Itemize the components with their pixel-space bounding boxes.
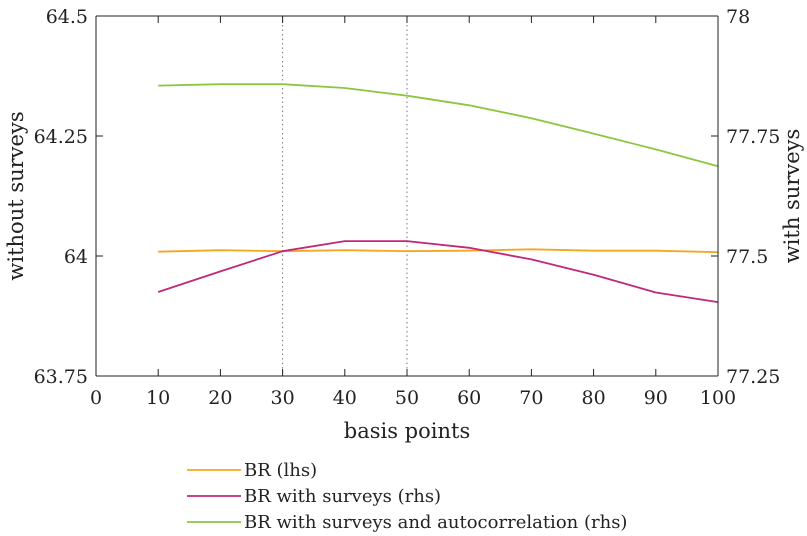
left-y-tick-label: 64.25 (34, 126, 88, 148)
series-line-1 (158, 248, 719, 254)
x-tick-label: 70 (519, 387, 543, 409)
left-y-tick-label: 64 (64, 246, 88, 268)
right-y-tick-label: 77.5 (726, 246, 768, 268)
series-lines (157, 83, 719, 303)
legend-label-1: BR (lhs) (244, 460, 317, 481)
right-y-axis-title: with surveys (780, 129, 804, 264)
legend-label-2: BR with surveys (rhs) (244, 486, 441, 507)
reference-lines (282, 16, 408, 376)
right-y-tick-label: 78 (726, 6, 750, 28)
legend-label-3: BR with surveys and autocorrelation (rhs… (244, 512, 627, 533)
x-tick-label: 50 (395, 387, 419, 409)
x-tick-label: 20 (208, 387, 232, 409)
legend: BR (lhs) BR with surveys (rhs) BR with sur… (187, 460, 627, 533)
series-line-3 (158, 83, 719, 168)
right-y-tick-label: 77.75 (726, 126, 780, 148)
right-y-tick-label: 77.25 (726, 366, 780, 388)
left-y-tick-label: 63.75 (34, 366, 88, 388)
x-axis-title: basis points (344, 419, 470, 443)
x-tick-label: 10 (146, 387, 170, 409)
left-y-tick-label: 64.5 (46, 6, 88, 28)
x-tick-label: 0 (90, 387, 102, 409)
x-tick-label: 100 (700, 387, 736, 409)
axes (95, 15, 719, 377)
x-tick-label: 30 (271, 387, 295, 409)
series-line-2 (157, 240, 719, 303)
left-y-axis-title: without surveys (4, 111, 28, 280)
x-tick-label: 90 (644, 387, 668, 409)
tick-labels: 0 10 20 30 40 50 60 70 80 90 100 63.75 64 64.25 64.5 77… (34, 6, 781, 409)
x-tick-label: 60 (457, 387, 481, 409)
x-tick-label: 40 (333, 387, 357, 409)
x-tick-label: 80 (582, 387, 606, 409)
